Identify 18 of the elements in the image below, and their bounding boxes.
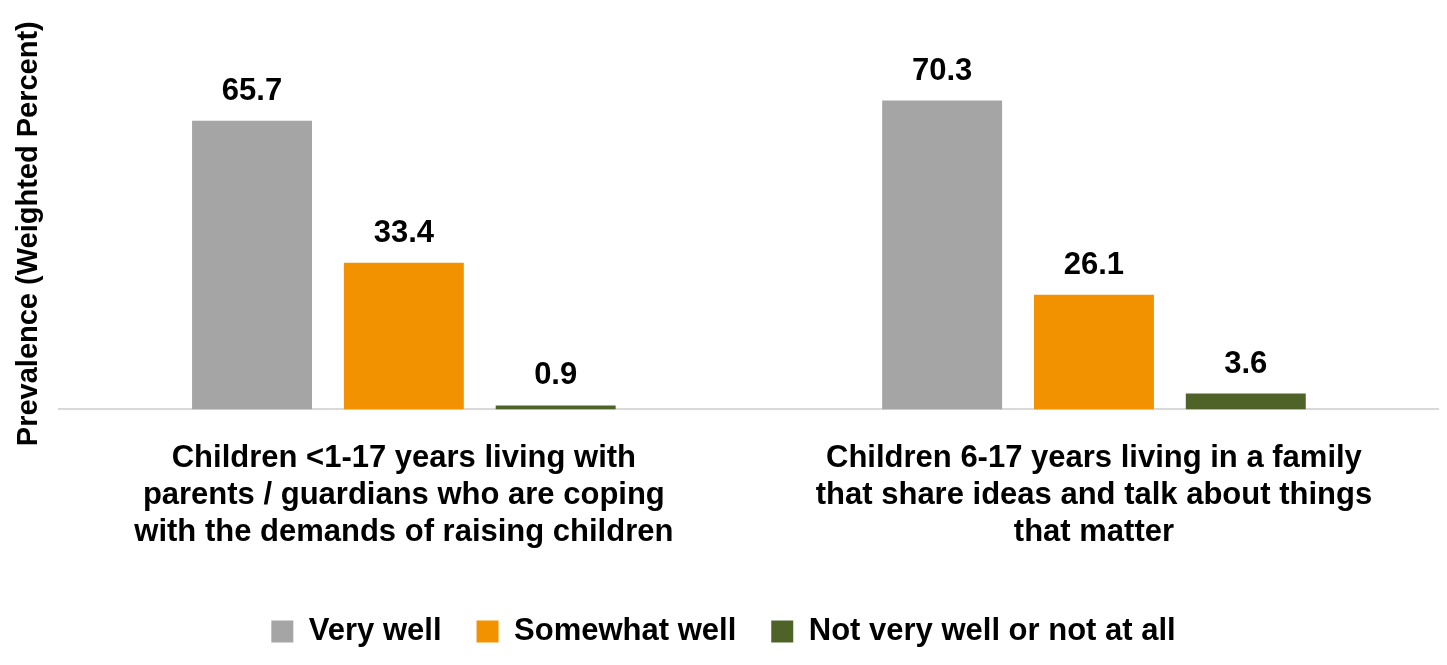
data-label: 65.7 <box>221 71 283 107</box>
y-axis-title: Prevalence (Weighted Percent) <box>11 21 44 447</box>
data-label: 70.3 <box>911 51 973 87</box>
x-tick-label: Children 6-17 years living in a family that share ideas and talk about things that matter <box>815 438 1373 548</box>
bar <box>1185 393 1306 410</box>
bar <box>343 262 464 410</box>
data-label: 33.4 <box>373 213 435 249</box>
data-label: 26.1 <box>1063 245 1125 281</box>
x-tick-label: Children <1-17 years living with parents / guardians who are coping with the demands of raising children <box>133 438 674 548</box>
legend-label: Not very well or not at all <box>808 612 1176 648</box>
bar <box>1033 294 1154 410</box>
bar <box>882 100 1003 410</box>
legend-label: Very well <box>308 612 442 648</box>
bar <box>192 120 312 410</box>
bar <box>495 405 616 410</box>
legend-label: Somewhat well <box>514 612 737 648</box>
data-label: 0.9 <box>534 356 578 392</box>
data-label: 3.6 <box>1224 344 1268 380</box>
